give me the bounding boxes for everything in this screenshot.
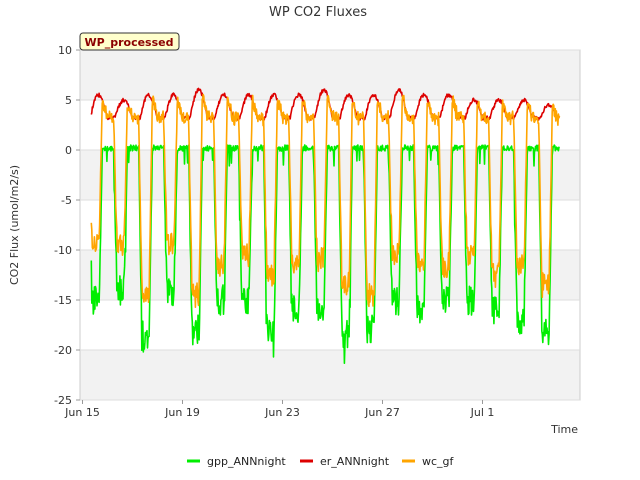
legend-label-wc: wc_gf [422, 455, 455, 468]
x-tick-label: Jun 15 [64, 406, 100, 419]
band-0 [80, 50, 580, 100]
badge-box [79, 32, 180, 51]
background-bands [80, 50, 580, 400]
x-tick-label: Jun 23 [264, 406, 300, 419]
x-tick-label: Jul 1 [470, 406, 495, 419]
y-tick-label: -20 [54, 344, 72, 357]
legend: gpp_ANNnight er_ANNnight wc_gf [187, 455, 455, 468]
badge-label: WP_processed [85, 36, 174, 49]
series-line-wc [90, 93, 561, 308]
x-tick-label: Jun 27 [364, 406, 400, 419]
band-1 [80, 150, 580, 200]
x-axis: Jun 15 Jun 19 Jun 23 Jun 27 Jul 1 [64, 400, 494, 419]
series-line-gpp [90, 144, 560, 364]
y-tick-label: 10 [58, 44, 72, 57]
y-axis-label: CO2 Flux (umol/m2/s) [8, 165, 21, 285]
y-tick-label: -15 [54, 294, 72, 307]
legend-label-gpp: gpp_ANNnight [207, 455, 286, 468]
y-tick-label: 5 [65, 94, 72, 107]
legend-label-er: er_ANNnight [320, 455, 390, 468]
band-3 [80, 350, 580, 400]
band-2 [80, 250, 580, 300]
chart-title: WP CO2 Fluxes [269, 5, 367, 20]
y-tick-label: -25 [54, 394, 72, 407]
x-tick-label: Jun 19 [164, 406, 200, 419]
processed-badge: WP_processed [79, 32, 180, 51]
x-axis-label: Time [550, 423, 578, 436]
series-group [90, 87, 561, 364]
y-tick-label: -10 [54, 244, 72, 257]
y-tick-label: -5 [61, 194, 72, 207]
y-tick-label: 0 [65, 144, 72, 157]
